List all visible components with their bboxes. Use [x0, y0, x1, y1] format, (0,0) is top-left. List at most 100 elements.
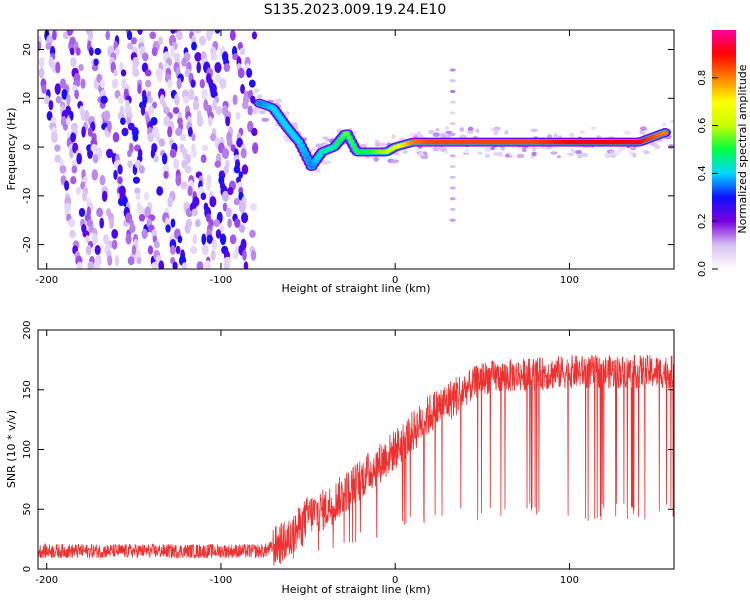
- spectrogram-cell: [103, 234, 109, 245]
- spectrogram-cell: [604, 153, 611, 159]
- spectrogram-cell: [229, 30, 236, 41]
- spectrogram-cell: [493, 130, 499, 136]
- spectrogram-cell: [125, 233, 132, 245]
- spectrogram-cell: [85, 235, 90, 244]
- spectrogram-cell: [127, 42, 134, 50]
- spectrogram-cell: [45, 42, 52, 50]
- spectrogram-cell: [130, 37, 137, 45]
- colorbar-label: Normalized spectral amplitude: [736, 64, 749, 233]
- spectrogram-cell: [449, 79, 456, 83]
- spectrogram-cell: [236, 137, 243, 148]
- spectrogram-cell: [582, 153, 589, 158]
- spectrogram-cell: [54, 144, 61, 152]
- spectrogram-cell: [643, 150, 650, 155]
- spectrogram-cell: [191, 41, 197, 51]
- spectrogram-cell: [87, 127, 93, 137]
- spectrogram-cell: [212, 99, 217, 111]
- spectrogram-cell: [237, 67, 245, 79]
- spectrogram-cell: [137, 83, 142, 95]
- spectrogram-cell: [131, 244, 137, 256]
- spectrogram-cell: [190, 246, 198, 254]
- spectrogram-cell: [167, 126, 173, 138]
- spectrogram-cell: [200, 192, 207, 201]
- spectrogram-cell: [249, 203, 257, 212]
- spectrogram-cell: [170, 45, 175, 58]
- spectrogram-cell: [213, 219, 221, 228]
- spectrogram-cell: [374, 139, 380, 144]
- spectrogram-x-tick-label: -200: [35, 275, 58, 286]
- spectrogram-ridge-cell: [300, 147, 306, 153]
- spectrogram-cell: [576, 153, 583, 159]
- spectrogram-cell: [504, 130, 509, 135]
- spectrogram-y-tick-label: -10: [22, 188, 33, 204]
- spectrogram-x-tick-label: 0: [392, 275, 398, 286]
- spectrogram-cell: [157, 74, 163, 83]
- spectrogram-cell: [111, 78, 119, 89]
- spectrogram-cell: [210, 52, 218, 61]
- spectrogram-cell: [84, 109, 90, 122]
- spectrogram-cell: [150, 116, 158, 126]
- spectrogram-cell: [214, 62, 222, 74]
- spectrogram-cell: [82, 191, 87, 202]
- spectrogram-cell: [80, 78, 86, 89]
- spectrogram-cell: [140, 105, 146, 116]
- spectrogram-cell: [238, 201, 246, 213]
- spectrogram-cell: [132, 68, 140, 77]
- spectrogram-cell: [449, 186, 456, 190]
- spectrogram-cell: [69, 229, 76, 239]
- spectrogram-cell: [172, 261, 178, 269]
- spectrogram-cell: [181, 57, 187, 67]
- spectrogram-cell: [117, 164, 123, 175]
- spectrogram-cell: [618, 145, 626, 151]
- spectrogram-cell: [175, 174, 182, 187]
- spectrogram-cell: [85, 244, 92, 256]
- spectrogram-cell: [115, 47, 120, 56]
- spectrogram-cell: [196, 115, 204, 128]
- spectrogram-cell: [177, 235, 183, 244]
- spectrogram-cell: [44, 95, 50, 105]
- snr-x-tick-label: -100: [210, 575, 233, 586]
- spectrogram-cell: [235, 111, 241, 120]
- spectrogram-cell: [225, 207, 232, 218]
- spectrogram-cell: [247, 105, 253, 116]
- spectrogram-cell: [99, 174, 106, 186]
- spectrogram-cell: [391, 134, 396, 140]
- spectrogram-cell: [101, 190, 108, 202]
- spectrogram-cell: [668, 144, 674, 149]
- spectrogram-y-label: Frequency (Hz): [5, 108, 18, 191]
- spectrogram-cell: [51, 30, 57, 41]
- spectrogram-cell: [69, 36, 76, 45]
- spectrogram-cell: [259, 110, 266, 115]
- snr-y-tick-label: 150: [22, 380, 33, 399]
- spectrogram-cell: [172, 106, 180, 115]
- spectrogram-cell: [134, 187, 141, 195]
- spectrogram-cell: [210, 133, 217, 142]
- spectrogram-cell: [141, 228, 148, 240]
- spectrogram-cell: [134, 159, 142, 169]
- spectrogram-cell: [490, 146, 496, 151]
- spectrogram-cell: [184, 223, 191, 234]
- spectrogram-cell: [428, 129, 435, 135]
- spectrogram-ridge-cell: [306, 160, 313, 165]
- spectrogram-frame: [37, 29, 675, 270]
- spectrogram-cell: [100, 78, 106, 89]
- spectrogram-cell: [449, 89, 456, 94]
- spectrogram-cell: [219, 78, 227, 90]
- snr-x-tick-label: 100: [560, 575, 579, 586]
- spectrogram-cell: [311, 147, 316, 152]
- spectrogram-cell: [531, 151, 537, 157]
- spectrogram-cell: [590, 126, 597, 130]
- snr-y-tick-label: 100: [22, 440, 33, 459]
- spectrogram-cell: [153, 155, 159, 163]
- spectrogram-cell: [243, 261, 249, 269]
- spectrogram-cell: [233, 197, 240, 206]
- spectrogram-cell: [182, 95, 190, 104]
- spectrogram-cell: [54, 154, 62, 163]
- spectrogram-cell: [191, 208, 198, 217]
- spectrogram-y-tick-label: -20: [22, 236, 33, 252]
- spectrogram-cell: [127, 256, 135, 266]
- spectrogram-cell: [137, 30, 143, 36]
- spectrogram-cell: [38, 41, 42, 52]
